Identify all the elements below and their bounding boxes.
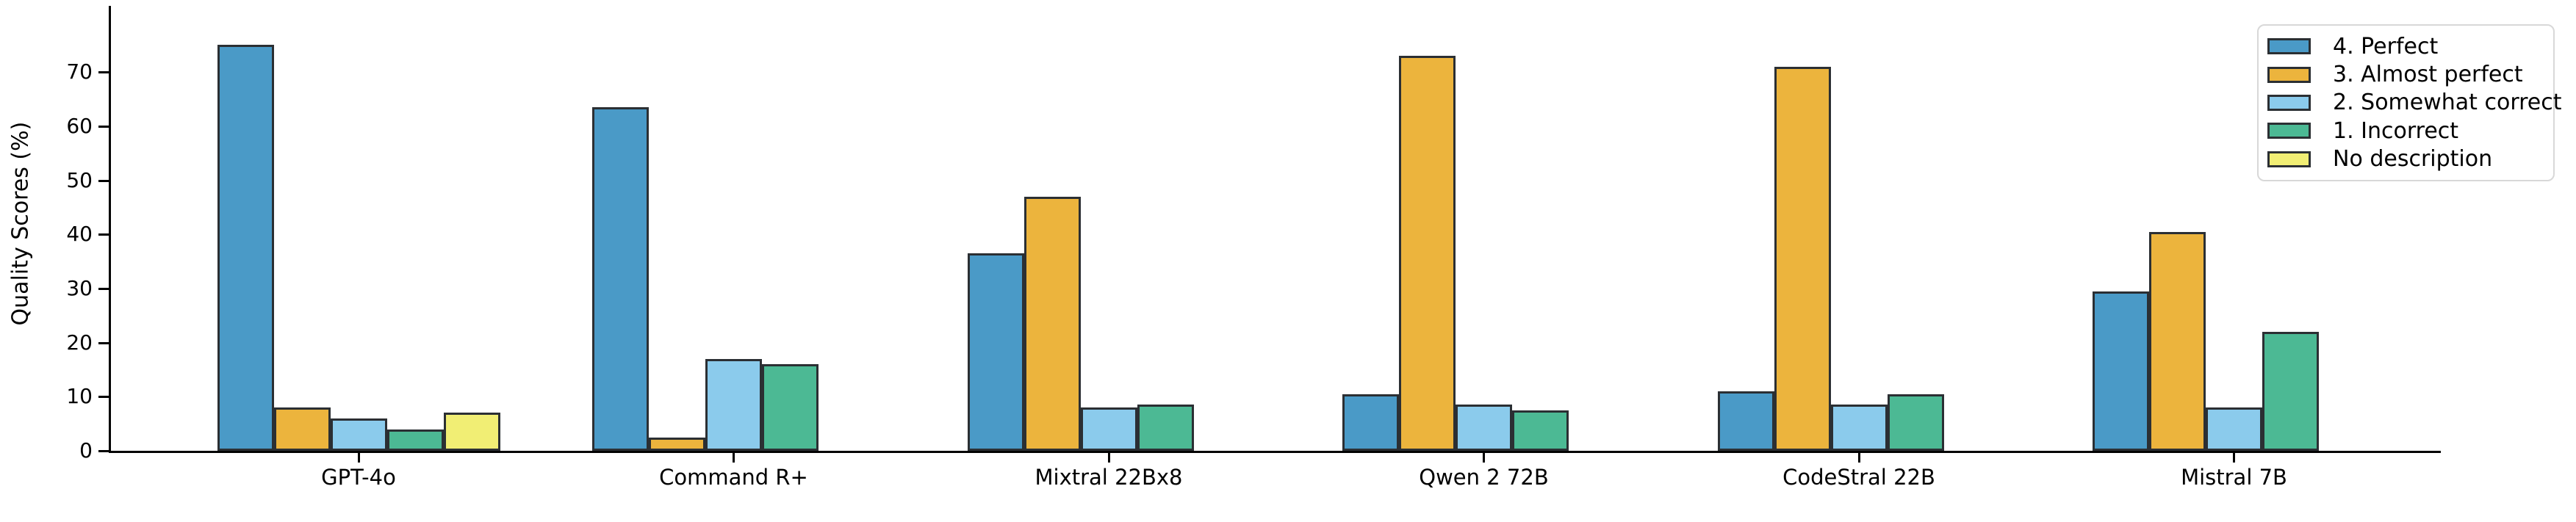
y-tick-label: 10: [66, 384, 93, 409]
bar-2-somewhat-correct-mistral-7b: [2206, 407, 2262, 451]
y-tick-label: 50: [66, 167, 93, 192]
y-tick-label: 70: [66, 59, 93, 84]
legend-row: 3. Almost perfect: [2267, 62, 2544, 87]
bar-3-almost-perfect-command-r-: [649, 437, 705, 451]
bar-4-perfect-codestral-22b: [1717, 391, 1774, 451]
y-tick-label: 0: [79, 438, 93, 463]
y-tick-mark: [98, 71, 109, 74]
x-tick-mark: [2233, 453, 2235, 463]
bar-1-incorrect-mistral-7b: [2262, 331, 2319, 451]
bar-4-perfect-qwen-2-72b: [1342, 394, 1399, 451]
bar-3-almost-perfect-gpt-4o: [273, 407, 331, 451]
bar-4-perfect-command-r-: [592, 107, 649, 451]
legend-swatch-icon: [2267, 66, 2311, 83]
bar-3-almost-perfect-qwen-2-72b: [1399, 55, 1456, 451]
x-tick-mark: [357, 453, 360, 463]
bar-1-incorrect-mixtral-22bx8: [1137, 405, 1194, 451]
legend-row: 1. Incorrect: [2267, 118, 2544, 144]
legend-swatch-icon: [2267, 151, 2311, 167]
legend: 4. Perfect 3. Almost perfect 2. Somewhat c…: [2257, 24, 2562, 181]
bar-1-incorrect-command-r-: [762, 364, 819, 451]
legend-label: 1. Incorrect: [2333, 117, 2459, 144]
legend-swatch-icon: [2267, 123, 2311, 139]
y-tick-label: 30: [66, 275, 93, 300]
legend-row: No description: [2267, 146, 2544, 172]
legend-label: No description: [2333, 146, 2493, 173]
x-tick-label: Command R+: [659, 465, 808, 490]
y-tick-mark: [98, 450, 109, 452]
legend-swatch-icon: [2267, 38, 2311, 55]
bar-1-incorrect-gpt-4o: [386, 429, 444, 451]
x-tick-label: CodeStral 22B: [1782, 465, 1935, 490]
x-axis-spine: [109, 451, 2441, 453]
y-tick-mark: [98, 179, 109, 182]
bar-3-almost-perfect-codestral-22b: [1774, 66, 1831, 451]
y-tick-mark: [98, 341, 109, 344]
bar-2-somewhat-correct-command-r-: [705, 358, 762, 451]
legend-label: 4. Perfect: [2333, 33, 2439, 59]
bar-2-somewhat-correct-codestral-22b: [1830, 405, 1888, 451]
y-axis-spine: [109, 6, 111, 453]
y-tick-mark: [98, 287, 109, 290]
legend-label: 2. Somewhat correct: [2333, 90, 2562, 116]
x-tick-label: Mixtral 22Bx8: [1035, 465, 1183, 490]
x-tick-label: GPT-4o: [321, 465, 396, 490]
x-tick-mark: [1857, 453, 1860, 463]
x-tick-mark: [733, 453, 735, 463]
bar-1-incorrect-qwen-2-72b: [1512, 410, 1569, 451]
bar-4-perfect-mixtral-22bx8: [967, 253, 1024, 451]
bar-4-perfect-gpt-4o: [217, 45, 274, 451]
bar-no-description-gpt-4o: [443, 413, 500, 451]
legend-row: 4. Perfect: [2267, 34, 2544, 59]
x-tick-mark: [1107, 453, 1110, 463]
y-tick-label: 20: [66, 330, 93, 355]
bar-3-almost-perfect-mistral-7b: [2149, 231, 2206, 451]
y-tick-mark: [98, 125, 109, 128]
legend-swatch-icon: [2267, 94, 2311, 111]
bar-1-incorrect-codestral-22b: [1887, 394, 1944, 451]
y-tick-mark: [98, 233, 109, 236]
x-tick-mark: [1483, 453, 1485, 463]
y-tick-mark: [98, 396, 109, 399]
x-tick-label: Qwen 2 72B: [1419, 465, 1549, 490]
bar-3-almost-perfect-mixtral-22bx8: [1023, 196, 1081, 451]
y-tick-label: 60: [66, 113, 93, 138]
bar-4-perfect-mistral-7b: [2093, 291, 2149, 451]
x-tick-label: Mistral 7B: [2181, 465, 2287, 490]
bar-2-somewhat-correct-gpt-4o: [330, 418, 387, 451]
legend-label: 3. Almost perfect: [2333, 62, 2523, 88]
bar-2-somewhat-correct-qwen-2-72b: [1456, 405, 1512, 451]
bar-2-somewhat-correct-mixtral-22bx8: [1080, 407, 1137, 451]
y-tick-label: 40: [66, 222, 93, 247]
legend-row: 2. Somewhat correct: [2267, 90, 2562, 115]
